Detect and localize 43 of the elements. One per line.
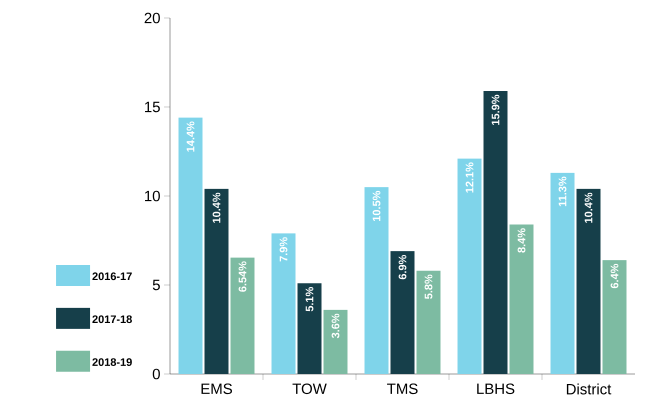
bar	[178, 118, 203, 374]
data-label: 6.54%	[238, 261, 246, 292]
x-tick-label: EMS	[202, 383, 232, 394]
x-tick-label: District	[566, 384, 612, 394]
bar	[550, 172, 575, 374]
data-label: 10.5%	[372, 190, 380, 222]
bar	[509, 224, 534, 374]
y-tick-label: 5	[152, 280, 160, 290]
bar	[458, 158, 482, 374]
bar	[484, 90, 508, 374]
bar	[230, 258, 254, 374]
legend-label: 2016-17	[92, 272, 132, 280]
bar	[602, 260, 626, 374]
bar	[416, 270, 440, 374]
data-label: 10.4%	[212, 192, 220, 223]
data-label: 14.4%	[186, 121, 194, 152]
x-tick-label: TOW	[292, 383, 327, 394]
data-label: 12.1%	[466, 162, 474, 193]
legend-label: 2018-19	[92, 358, 132, 366]
data-label: 10.4%	[584, 192, 592, 223]
bar	[576, 188, 601, 374]
data-label: 6.9%	[398, 254, 406, 280]
bar	[364, 187, 389, 374]
data-label: 5.1%	[306, 287, 314, 312]
y-tick-label: 15	[145, 102, 160, 112]
bar	[298, 283, 322, 374]
data-label: 5.8%	[424, 274, 432, 299]
bar	[272, 233, 296, 374]
y-tick-label: 20	[144, 12, 160, 24]
bar	[204, 188, 228, 374]
data-label: 7.9%	[280, 237, 288, 262]
bar	[390, 251, 415, 374]
data-label: 11.3%	[558, 176, 566, 206]
data-label: 8.4%	[518, 228, 526, 253]
y-tick-label: 0	[152, 368, 160, 380]
data-label: 6.4%	[610, 264, 618, 288]
x-tick-label: LBHS	[477, 383, 514, 394]
data-label: 3.6%	[332, 314, 340, 338]
bar	[323, 310, 348, 374]
y-tick-label: 10	[145, 190, 160, 202]
data-label: 15.9%	[492, 94, 500, 125]
legend-label: 2017-18	[92, 315, 132, 324]
x-tick-label: TMS	[387, 383, 418, 394]
